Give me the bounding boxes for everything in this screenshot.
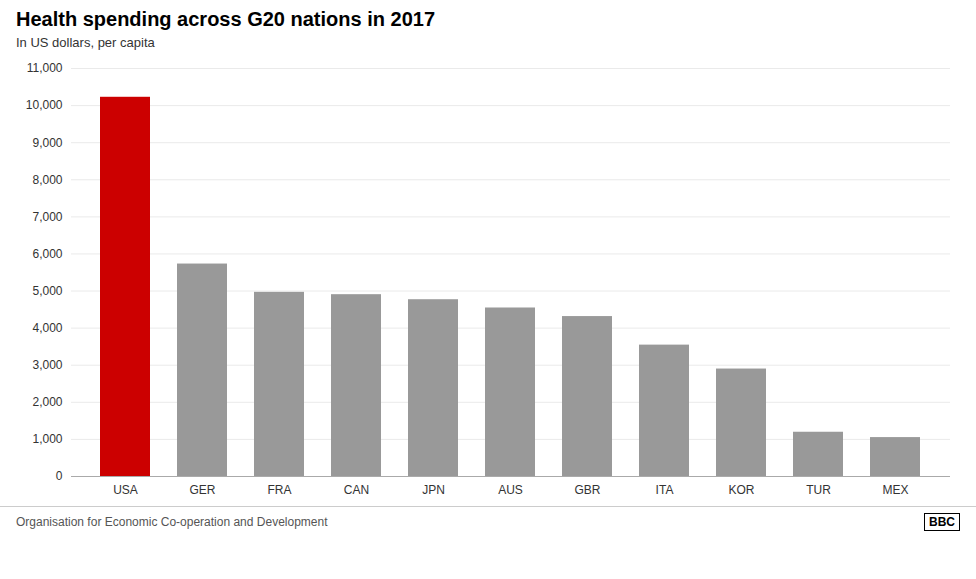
- html-text:BBC: BBC: [929, 515, 955, 529]
- svg-text:ITA: ITA: [656, 483, 674, 497]
- svg-text:10,000: 10,000: [26, 98, 63, 112]
- svg-text:AUS: AUS: [498, 483, 523, 497]
- svg-text:9,000: 9,000: [32, 136, 62, 150]
- svg-text:MEX: MEX: [882, 483, 908, 497]
- html-text:In US dollars, per capita: In US dollars, per capita: [16, 35, 155, 50]
- svg-text:JPN: JPN: [422, 483, 445, 497]
- svg-text:11,000: 11,000: [27, 61, 63, 75]
- svg-text:FRA: FRA: [268, 483, 292, 497]
- svg-text:CAN: CAN: [344, 483, 369, 497]
- svg-text:0: 0: [56, 469, 63, 483]
- svg-text:KOR: KOR: [728, 483, 754, 497]
- svg-text:5,000: 5,000: [32, 284, 62, 298]
- svg-text:4,000: 4,000: [32, 321, 62, 335]
- svg-text:TUR: TUR: [806, 483, 831, 497]
- html-text:Organisation for Economic Co-o: Organisation for Economic Co-operation a…: [16, 515, 328, 529]
- svg-text:7,000: 7,000: [32, 210, 62, 224]
- svg-text:2,000: 2,000: [32, 395, 62, 409]
- svg-text:GER: GER: [189, 483, 215, 497]
- svg-text:USA: USA: [113, 483, 138, 497]
- html-text:Health spending across G20 nat: Health spending across G20 nations in 20…: [16, 8, 435, 30]
- svg-text:1,000: 1,000: [32, 432, 62, 446]
- svg-text:8,000: 8,000: [32, 173, 62, 187]
- svg-text:3,000: 3,000: [32, 358, 62, 372]
- svg-text:GBR: GBR: [574, 483, 600, 497]
- svg-text:6,000: 6,000: [32, 247, 62, 261]
